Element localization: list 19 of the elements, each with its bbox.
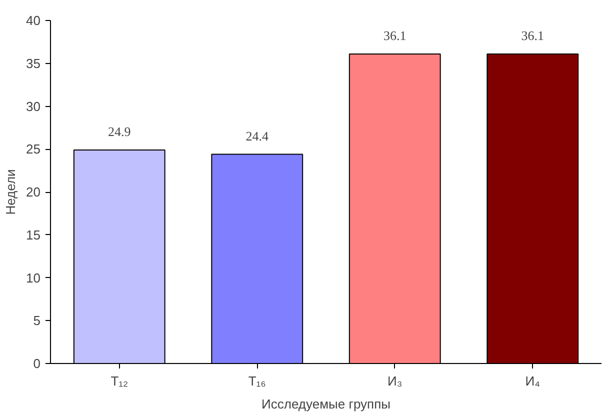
data-label: 24.4 — [246, 128, 269, 144]
y-tick-label: 5 — [33, 313, 41, 328]
y-tick-label: 35 — [26, 56, 41, 71]
y-tick-label: 20 — [26, 184, 41, 200]
x-tick-label: И₃ — [388, 374, 402, 388]
y-tick-label: 25 — [26, 142, 41, 157]
x-tick-label: T₁₂ — [110, 374, 128, 388]
y-tick-label: 15 — [26, 227, 41, 242]
y-axis-title: Недели — [3, 169, 18, 215]
y-tick-label: 30 — [26, 98, 41, 114]
x-axis-title: Исследуемые группы — [262, 396, 390, 412]
x-tick-label: И₄ — [525, 374, 540, 388]
y-tick-label: 10 — [26, 270, 41, 286]
data-label: 36.1 — [521, 28, 544, 43]
y-tick-label: 40 — [26, 13, 41, 28]
y-tick-label: 0 — [33, 356, 41, 371]
x-tick-label: T₁₆ — [248, 374, 266, 388]
data-label: 36.1 — [384, 28, 406, 43]
data-label: 24.9 — [108, 124, 131, 139]
